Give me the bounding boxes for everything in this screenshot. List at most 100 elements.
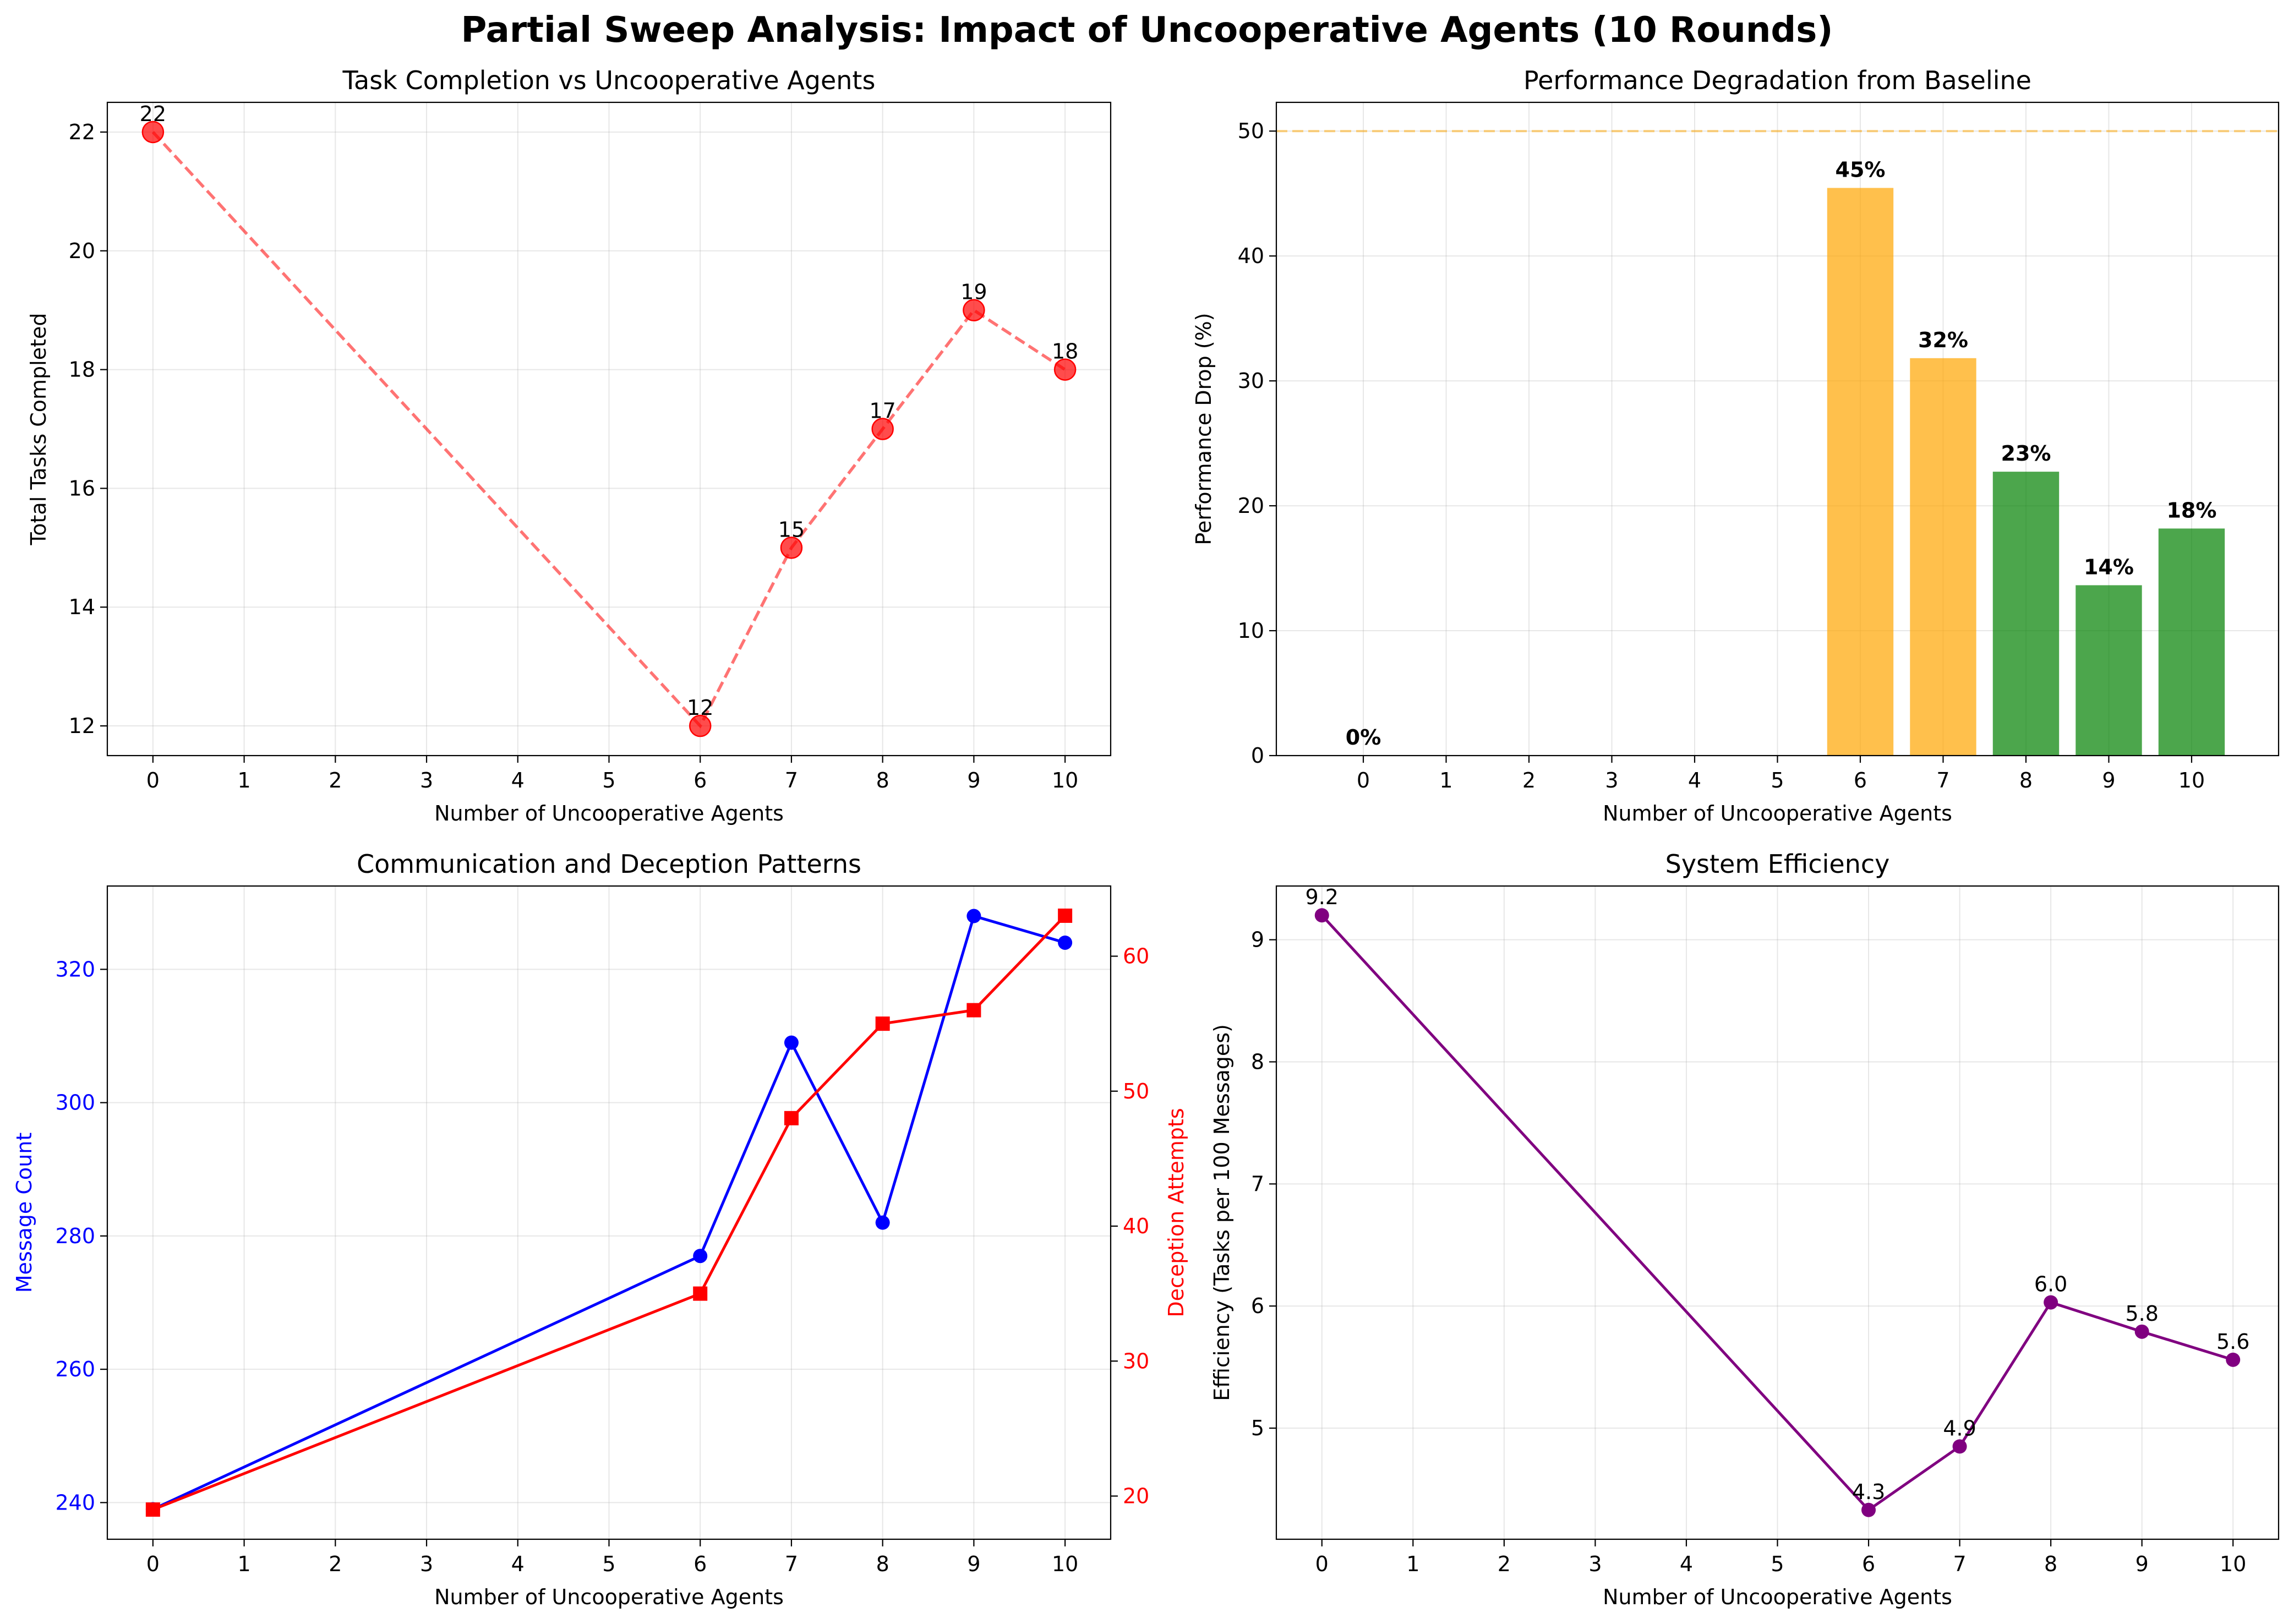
chart-title: System Efficiency bbox=[1665, 849, 1890, 879]
x-tick-label: 0 bbox=[146, 768, 160, 792]
tasks-data-label: 17 bbox=[870, 399, 896, 423]
x-tick-label: 5 bbox=[602, 1552, 615, 1576]
x-axis-label: Number of Uncooperative Agents bbox=[434, 1585, 784, 1609]
tasks-point bbox=[871, 418, 894, 440]
x-tick-label: 4 bbox=[1680, 1552, 1693, 1576]
y-tick-label: 260 bbox=[55, 1357, 95, 1381]
deception-attempts-point bbox=[875, 1016, 890, 1031]
efficiency-data-label: 4.9 bbox=[1943, 1416, 1976, 1440]
efficiency-point bbox=[1861, 1502, 1876, 1517]
y-tick-label: 10 bbox=[1238, 619, 1264, 643]
x-axis-label: Number of Uncooperative Agents bbox=[434, 801, 784, 825]
tasks-data-label: 15 bbox=[778, 517, 805, 542]
x-tick-label: 10 bbox=[2178, 768, 2205, 792]
degradation-data-label: 14% bbox=[2084, 555, 2134, 579]
x-tick-label: 10 bbox=[1052, 1552, 1078, 1576]
y-tick-label: 16 bbox=[69, 476, 95, 500]
y-tick-label: 50 bbox=[1238, 119, 1264, 143]
x-tick-label: 1 bbox=[237, 768, 250, 792]
x-tick-label: 0 bbox=[1315, 1552, 1329, 1576]
x-tick-label: 0 bbox=[1357, 768, 1370, 792]
system-efficiency-chart: 0 1 2 3 4 5 6 7 8 9 10 5 6 7 8 9 Number of Uncooperative… bbox=[1210, 849, 2280, 1609]
efficiency-point bbox=[1952, 1439, 1967, 1454]
tasks-point bbox=[141, 121, 165, 144]
deception-attempts-point bbox=[784, 1111, 799, 1125]
y-tick-label: 12 bbox=[69, 714, 95, 738]
tasks-point bbox=[780, 537, 803, 559]
y2-tick-label: 50 bbox=[1123, 1079, 1149, 1103]
deception-attempts-point bbox=[966, 1003, 981, 1018]
degradation-bar bbox=[1910, 358, 1976, 756]
degradation-data-label: 23% bbox=[2001, 441, 2051, 466]
efficiency-line bbox=[1320, 914, 2233, 1512]
y-tick-label: 6 bbox=[1251, 1294, 1264, 1318]
y2-tick-label: 30 bbox=[1123, 1349, 1149, 1373]
y-tick-label: 280 bbox=[55, 1224, 95, 1248]
x-tick-label: 10 bbox=[2220, 1552, 2246, 1576]
chart-title: Performance Degradation from Baseline bbox=[1523, 65, 2031, 95]
y2-tick-label: 20 bbox=[1123, 1484, 1149, 1508]
x-tick-label: 7 bbox=[785, 768, 798, 792]
efficiency-data-label: 9.2 bbox=[1306, 885, 1339, 909]
x-tick-label: 1 bbox=[237, 1552, 250, 1576]
x-tick-label: 9 bbox=[2102, 768, 2115, 792]
message-count-point bbox=[1058, 935, 1073, 950]
tasks-data-label: 18 bbox=[1052, 340, 1078, 364]
plot-frame bbox=[1275, 101, 2280, 757]
x-tick-label: 2 bbox=[1498, 1552, 1511, 1576]
x-axis-label: Number of Uncooperative Agents bbox=[1603, 1585, 1952, 1609]
message-count-line bbox=[152, 914, 1066, 1511]
x-tick-label: 8 bbox=[2019, 768, 2033, 792]
tasks-data-label: 22 bbox=[140, 102, 166, 126]
y-tick-label: 22 bbox=[69, 120, 95, 144]
x-tick-label: 5 bbox=[1771, 768, 1784, 792]
y-tick-label: 0 bbox=[1251, 743, 1264, 768]
message-count-point bbox=[875, 1215, 890, 1230]
efficiency-data-label: 6.0 bbox=[2034, 1272, 2067, 1297]
y-tick-label: 5 bbox=[1251, 1416, 1264, 1440]
x-tick-label: 10 bbox=[1052, 768, 1078, 792]
x-tick-label: 6 bbox=[693, 1552, 707, 1576]
y-axis-label: Performance Drop (%) bbox=[1192, 313, 1216, 545]
x-tick-label: 8 bbox=[876, 768, 889, 792]
x-tick-label: 1 bbox=[1406, 1552, 1419, 1576]
x-tick-label: 7 bbox=[1936, 768, 1949, 792]
y-tick-label: 9 bbox=[1251, 928, 1264, 952]
efficiency-data-label: 4.3 bbox=[1852, 1480, 1885, 1504]
y-tick-label: 300 bbox=[55, 1091, 95, 1115]
y-tick-label: 8 bbox=[1251, 1049, 1264, 1074]
x-tick-label: 6 bbox=[693, 768, 707, 792]
y-tick-label: 20 bbox=[69, 239, 95, 263]
x-axis-label: Number of Uncooperative Agents bbox=[1603, 801, 1952, 825]
x-tick-label: 3 bbox=[1605, 768, 1618, 792]
x-tick-label: 1 bbox=[1439, 768, 1452, 792]
degradation-data-label: 32% bbox=[1918, 328, 1968, 352]
y2-tick-label: 60 bbox=[1123, 944, 1149, 969]
x-tick-label: 5 bbox=[1771, 1552, 1784, 1576]
chart-title: Task Completion vs Uncooperative Agents bbox=[342, 65, 876, 95]
x-tick-label: 7 bbox=[785, 1552, 798, 1576]
x-tick-label: 9 bbox=[967, 768, 980, 792]
x-tick-label: 2 bbox=[329, 1552, 342, 1576]
performance-degradation-chart: 0 1 2 3 4 5 6 7 8 9 10 0 10 20 30 40 50 Number of Uncoope… bbox=[1192, 65, 2280, 825]
x-tick-label: 9 bbox=[2135, 1552, 2149, 1576]
degradation-bar bbox=[2075, 585, 2142, 756]
message-count-point bbox=[966, 909, 981, 923]
chart-title: Communication and Deception Patterns bbox=[357, 849, 861, 879]
x-tick-label: 3 bbox=[1588, 1552, 1602, 1576]
efficiency-point bbox=[1314, 908, 1329, 923]
y-tick-label: 240 bbox=[55, 1490, 95, 1514]
efficiency-data-label: 5.6 bbox=[2216, 1330, 2249, 1354]
tasks-point bbox=[963, 299, 985, 321]
x-tick-label: 2 bbox=[1522, 768, 1536, 792]
degradation-bar bbox=[2158, 528, 2225, 756]
communication-deception-chart: 0 1 2 3 4 5 6 7 8 9 10 240 260 280 300 320 Number of Unc… bbox=[12, 849, 1188, 1609]
degradation-bar bbox=[1992, 472, 2060, 756]
efficiency-data-label: 5.8 bbox=[2125, 1302, 2158, 1326]
x-tick-label: 5 bbox=[602, 768, 615, 792]
y-tick-label: 14 bbox=[69, 595, 95, 619]
figure-title: Partial Sweep Analysis: Impact of Uncoop… bbox=[461, 10, 1833, 51]
